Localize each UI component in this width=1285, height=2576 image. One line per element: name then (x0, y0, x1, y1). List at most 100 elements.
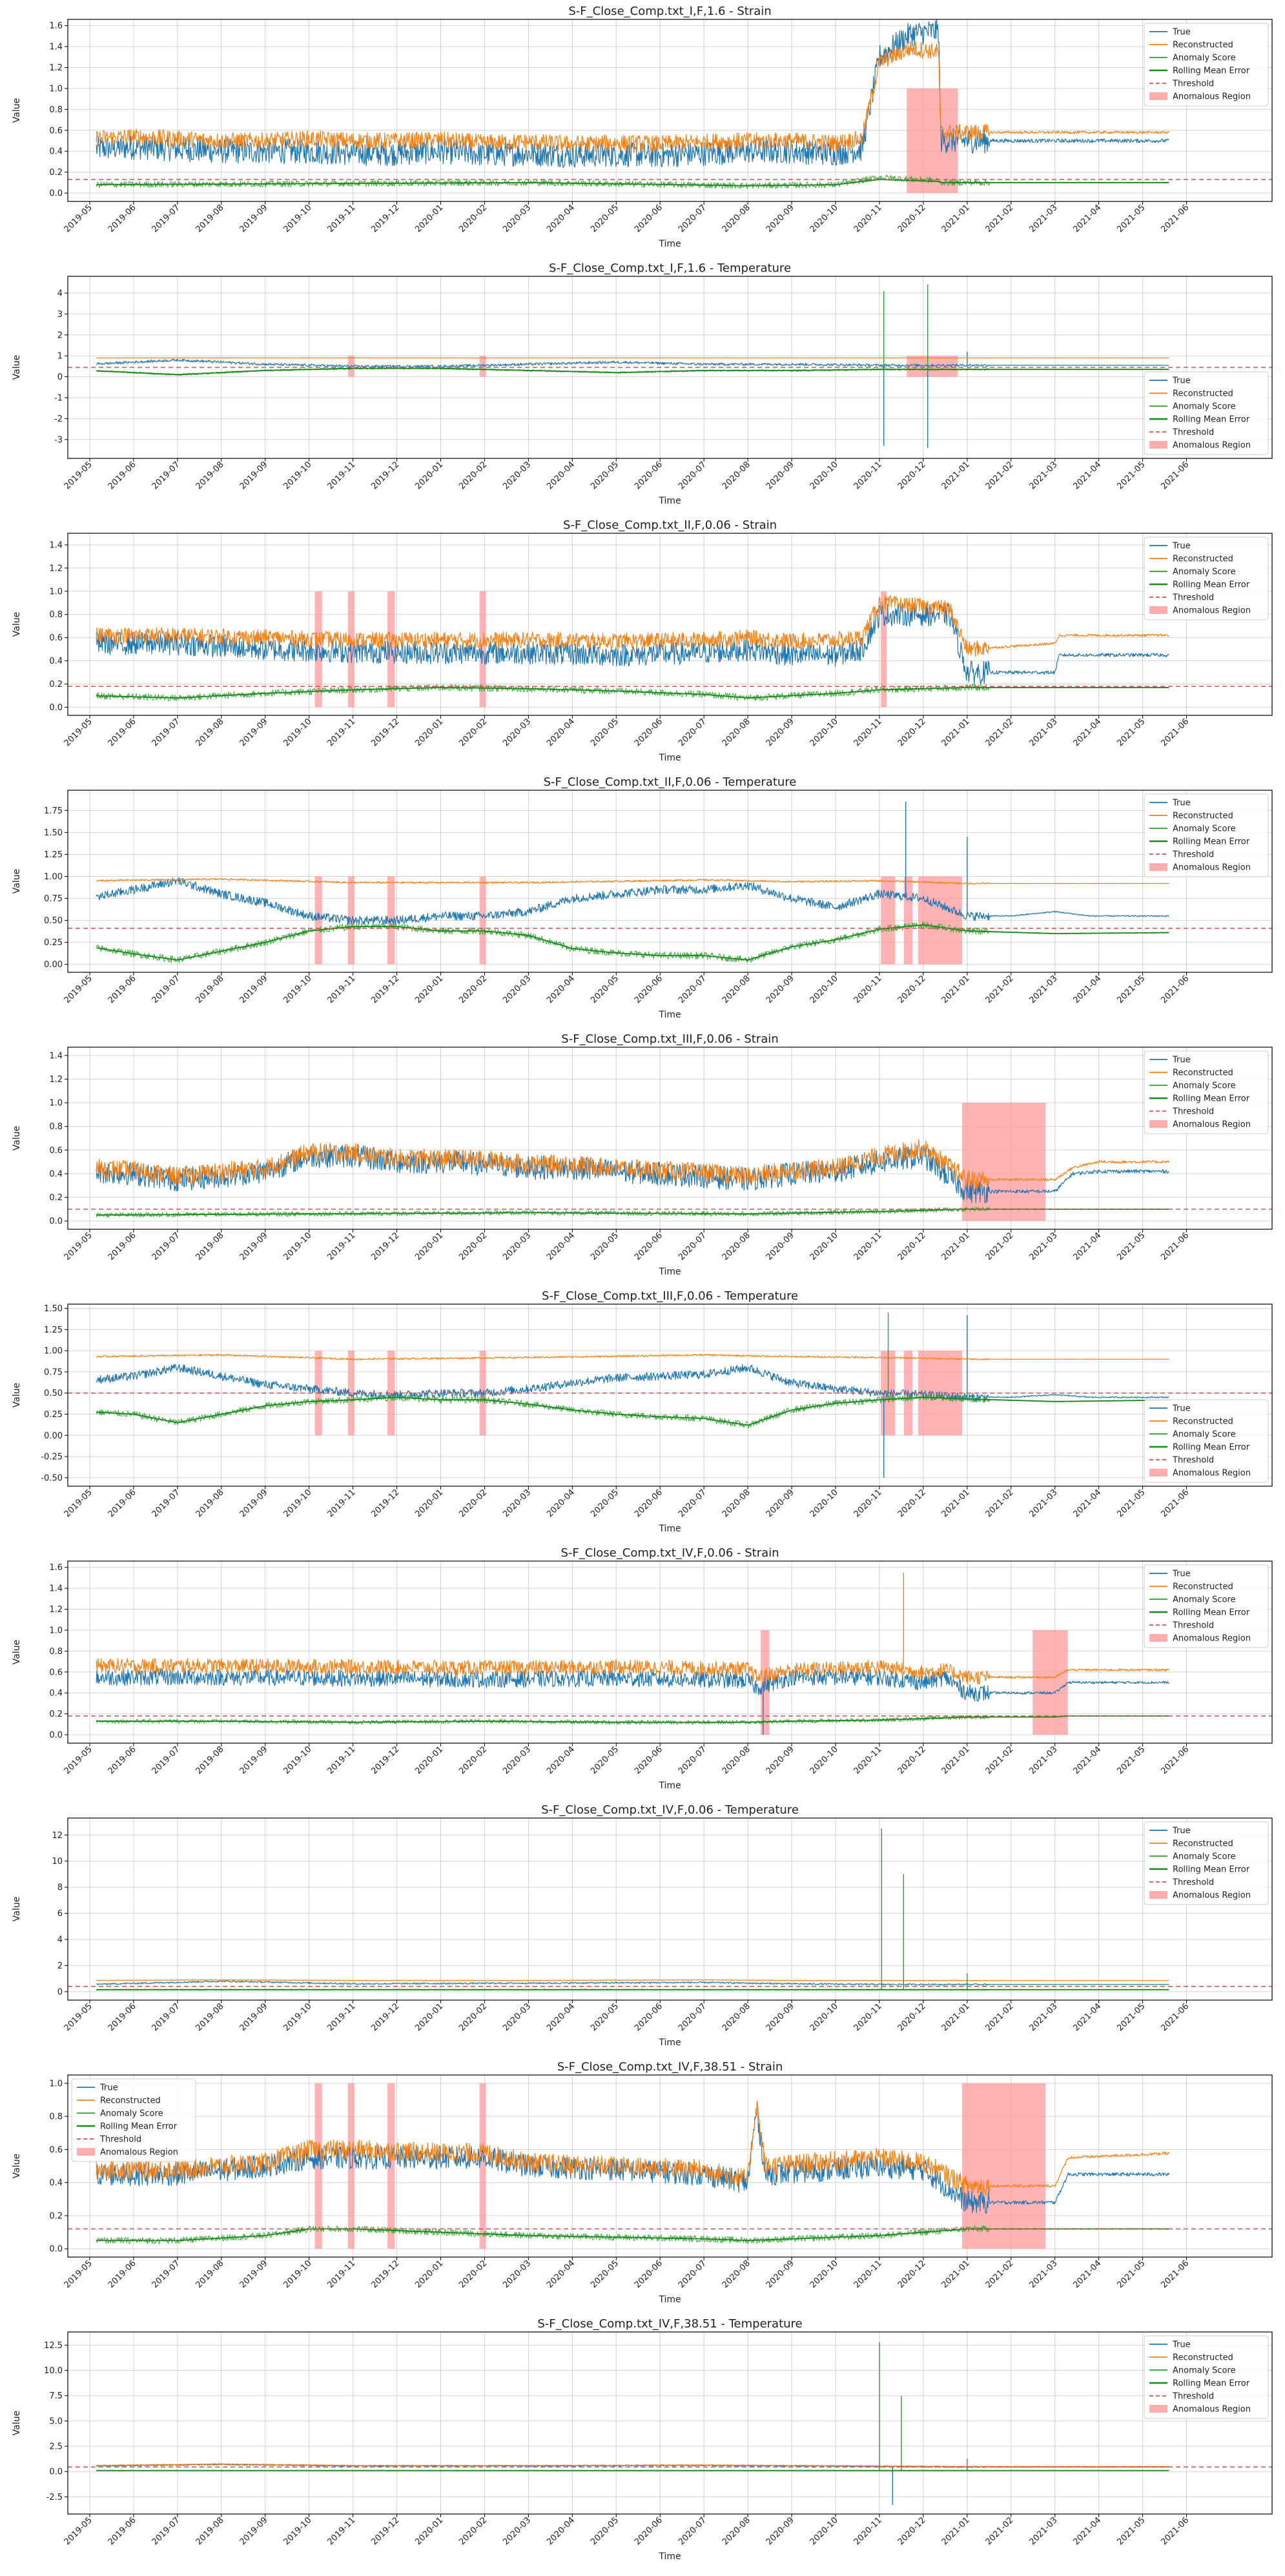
x-tick-label: 2021-06 (1159, 1231, 1191, 1262)
y-tick-label: 0.25 (44, 938, 63, 948)
x-tick-label: 2019-09 (238, 460, 270, 491)
x-tick-label: 2020-12 (896, 203, 928, 234)
x-tick-label: 2020-11 (852, 1231, 884, 1262)
x-tick-label: 2020-04 (545, 2258, 577, 2290)
x-tick-label: 2020-01 (413, 2001, 445, 2033)
x-tick-label: 2019-08 (194, 1487, 226, 1519)
x-tick-label: 2019-09 (238, 2001, 270, 2033)
chart-panel: S-F_Close_Comp.txt_I,F,1.6 - Temperature… (12, 261, 1273, 506)
series-line (96, 1979, 1169, 1981)
legend-label: Threshold (1172, 1456, 1214, 1466)
x-tick-label: 2020-03 (501, 2258, 533, 2290)
plot-frame (67, 1560, 1273, 1744)
x-tick-label: 2020-02 (457, 717, 489, 748)
y-tick-label: 3 (57, 310, 63, 320)
legend-label: Reconstructed (1173, 1417, 1233, 1427)
legend-label: Anomalous Region (1173, 92, 1251, 102)
x-tick-label: 2021-03 (1027, 2515, 1059, 2547)
x-axis-label: Time (658, 1267, 681, 1277)
x-tick-label: 2020-10 (808, 460, 840, 491)
y-tick-label: 0.0 (49, 1731, 63, 1741)
x-tick-label: 2021-04 (1071, 1231, 1103, 1262)
x-tick-label: 2019-07 (150, 1744, 182, 1776)
x-tick-label: 2021-01 (940, 2258, 972, 2290)
y-tick-label: 0.4 (49, 2178, 63, 2188)
x-tick-label: 2019-05 (63, 460, 94, 491)
x-tick-label: 2021-05 (1115, 717, 1147, 748)
x-tick-label: 2020-12 (896, 1744, 928, 1776)
x-tick-label: 2019-09 (238, 1744, 270, 1776)
legend-label: True (1172, 2340, 1191, 2350)
x-tick-label: 2019-06 (107, 1487, 138, 1519)
x-tick-label: 2020-10 (808, 203, 840, 234)
anomalous-region (387, 591, 395, 708)
y-tick-label: 1.4 (49, 540, 63, 550)
x-tick-label: 2019-12 (369, 1744, 401, 1776)
x-tick-label: 2020-04 (545, 974, 577, 1005)
y-tick-label: 0.0 (49, 189, 63, 199)
x-tick-label: 2020-07 (677, 203, 708, 234)
x-tick-label: 2020-09 (765, 460, 796, 491)
x-tick-label: 2021-02 (984, 460, 1016, 491)
x-tick-label: 2021-04 (1071, 1744, 1103, 1776)
x-tick-label: 2020-09 (765, 1487, 796, 1519)
y-axis-label: Value (12, 98, 22, 123)
x-tick-label: 2020-03 (501, 203, 533, 234)
legend-label: True (1172, 1569, 1191, 1579)
legend-box (1144, 1564, 1269, 1648)
x-tick-label: 2019-07 (150, 717, 182, 748)
x-tick-label: 2019-05 (63, 2001, 94, 2033)
x-tick-label: 2021-02 (984, 1487, 1016, 1519)
legend-label: Rolling Mean Error (1173, 66, 1250, 76)
chart-title: S-F_Close_Comp.txt_IV,F,38.51 - Temperat… (537, 2317, 802, 2331)
y-tick-label: 0.6 (49, 1146, 63, 1156)
x-tick-label: 2020-09 (765, 203, 796, 234)
x-tick-label: 2021-03 (1027, 203, 1059, 234)
x-tick-label: 2020-10 (808, 2001, 840, 2033)
x-tick-label: 2021-06 (1159, 1487, 1191, 1519)
legend-swatch (1149, 92, 1167, 100)
x-tick-label: 2020-11 (852, 974, 884, 1005)
x-tick-label: 2021-04 (1071, 203, 1103, 234)
x-tick-label: 2021-01 (940, 2001, 972, 2033)
legend-label: Reconstructed (100, 2096, 161, 2106)
legend: True Reconstructed Anomaly Score Rolling Me… (1144, 2335, 1269, 2419)
x-tick-label: 2019-07 (150, 1487, 182, 1519)
series-line (96, 179, 1169, 187)
x-tick-label: 2021-05 (1115, 974, 1147, 1005)
x-tick-label: 2020-07 (677, 460, 708, 491)
x-tick-label: 2020-03 (501, 460, 533, 491)
series-line (96, 1353, 1169, 1361)
legend-box (1144, 1050, 1269, 1134)
x-axis-label: Time (658, 753, 681, 763)
x-tick-label: 2019-10 (282, 974, 313, 1005)
legend-label: Rolling Mean Error (1173, 1608, 1250, 1618)
x-tick-label: 2020-06 (633, 1231, 664, 1262)
legend-label: Anomaly Score (1173, 1081, 1236, 1091)
chart-panel: S-F_Close_Comp.txt_IV,F,38.51 - Temperat… (12, 2317, 1273, 2562)
plot-frame (67, 276, 1273, 459)
legend: True Reconstructed Anomaly Score Rolling Me… (1144, 1564, 1269, 1648)
y-axis-label: Value (12, 2154, 22, 2178)
legend-label: Rolling Mean Error (100, 2122, 178, 2132)
x-tick-label: 2019-10 (282, 1744, 313, 1776)
y-tick-label: 0.6 (49, 633, 63, 643)
anomalous-region (347, 876, 355, 965)
x-tick-label: 2019-09 (238, 1231, 270, 1262)
x-tick-label: 2019-12 (369, 2258, 401, 2290)
y-tick-label: 0.6 (49, 1668, 63, 1677)
legend-label: Rolling Mean Error (1173, 580, 1250, 590)
x-tick-label: 2020-08 (721, 203, 752, 234)
x-axis-label: Time (658, 1010, 681, 1020)
x-tick-label: 2020-08 (721, 2515, 752, 2547)
legend-label: Anomalous Region (1173, 1891, 1251, 1901)
y-tick-label: 0.00 (44, 1431, 63, 1441)
x-tick-label: 2021-04 (1071, 460, 1103, 491)
legend-box (71, 2078, 196, 2162)
x-tick-label: 2021-05 (1115, 1487, 1147, 1519)
x-tick-label: 2021-04 (1071, 717, 1103, 748)
legend-box (1144, 793, 1269, 877)
y-tick-label: 0.2 (49, 1710, 63, 1719)
y-tick-label: 4 (57, 1936, 63, 1945)
